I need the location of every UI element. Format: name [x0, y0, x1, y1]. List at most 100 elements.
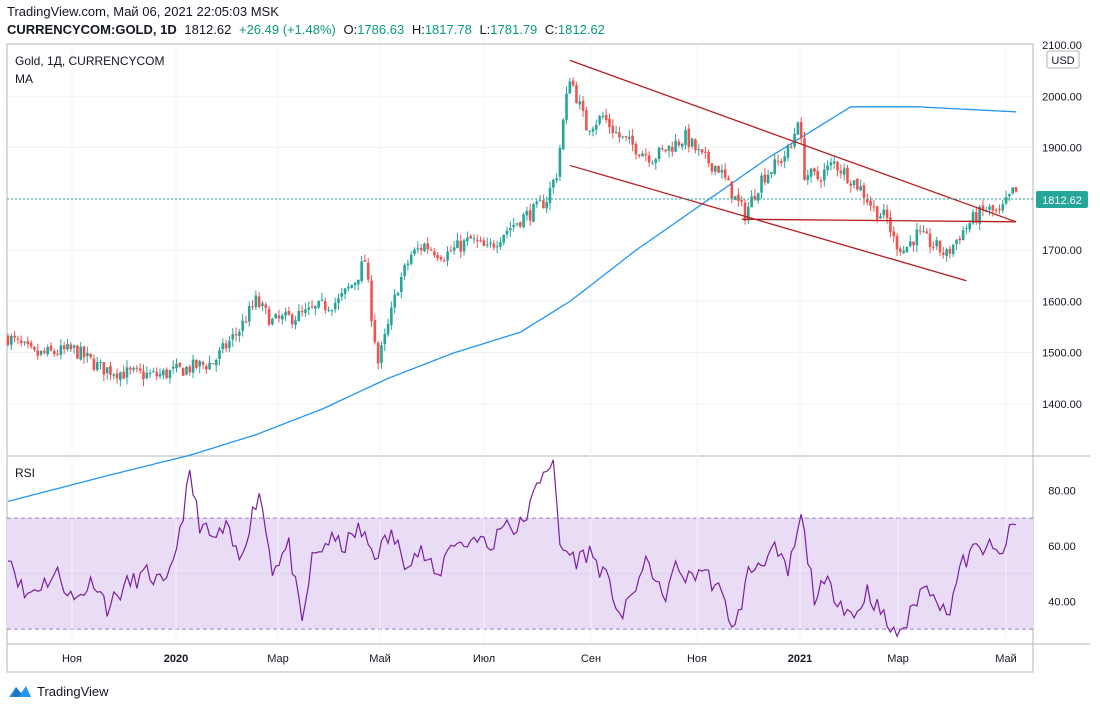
candle-body — [6, 335, 10, 345]
candle-body — [803, 138, 806, 180]
candle-body — [155, 372, 159, 377]
candle-body — [872, 206, 876, 208]
candle-body — [403, 264, 406, 277]
candle-body — [52, 351, 56, 354]
candle-body — [257, 296, 261, 307]
trend-line[interactable] — [741, 218, 1017, 223]
price-tick-label: 2000.00 — [1042, 91, 1082, 103]
candle-body — [865, 199, 869, 203]
candle-body — [697, 149, 701, 151]
candle-body — [700, 149, 704, 153]
candle-body — [158, 373, 162, 377]
candle-body — [1014, 187, 1018, 192]
candle-body — [456, 240, 459, 249]
candle-body — [376, 342, 380, 364]
candle-body — [347, 286, 350, 289]
candle-body — [135, 367, 139, 369]
candle-body — [426, 243, 430, 250]
candle-body — [512, 224, 515, 227]
candle-body — [628, 136, 631, 139]
candle-body — [694, 139, 697, 151]
trend-line[interactable] — [569, 59, 1017, 223]
candle-body — [753, 195, 757, 200]
candle-body — [680, 143, 684, 147]
candle-body — [327, 309, 330, 311]
candle-body — [92, 358, 96, 370]
candle-body — [922, 231, 925, 233]
candle-body — [191, 359, 195, 373]
candle-body — [13, 335, 16, 338]
candle-body — [575, 84, 578, 103]
open-key: O: — [343, 22, 358, 37]
candle-body — [1001, 204, 1005, 211]
candle-body — [945, 249, 948, 256]
candle-body — [918, 230, 922, 232]
candle-body — [459, 240, 463, 252]
candle-body — [941, 252, 945, 255]
candle-body — [165, 369, 168, 378]
rsi-tick-label: 80.00 — [1048, 485, 1076, 497]
candle-body — [284, 311, 287, 316]
candle-body — [323, 301, 327, 310]
candle-body — [839, 170, 843, 174]
footer-brand[interactable]: TradingView — [8, 683, 109, 699]
candle-body — [585, 110, 588, 131]
candle-body — [201, 362, 205, 365]
candle-body — [637, 154, 641, 156]
candle-body — [482, 240, 486, 246]
candle-body — [423, 243, 426, 252]
candle-body — [618, 132, 621, 138]
rsi-tick-label: 60.00 — [1048, 541, 1076, 553]
candle-body — [667, 145, 671, 151]
candle-body — [290, 314, 294, 325]
candle-body — [770, 172, 773, 175]
candle-body — [889, 217, 892, 233]
candle-body — [492, 243, 496, 248]
candle-body — [961, 230, 965, 241]
candle-body — [429, 249, 433, 251]
candle-body — [859, 186, 862, 191]
candle-body — [674, 140, 677, 152]
candle-body — [532, 204, 535, 222]
candle-body — [475, 239, 479, 242]
candle-body — [614, 132, 618, 134]
candle-body — [99, 362, 102, 364]
candle-body — [489, 242, 492, 244]
candle-body — [687, 128, 691, 148]
currency-badge[interactable] — [1046, 50, 1080, 69]
candle-body — [62, 345, 66, 350]
time-tick-label: 2021 — [788, 653, 812, 665]
candle-body — [485, 244, 489, 246]
candle-body — [869, 201, 872, 206]
candle-body — [452, 247, 456, 251]
candle-body — [122, 371, 125, 379]
candle-body — [710, 163, 714, 172]
candle-body — [185, 367, 188, 375]
candle-body — [647, 155, 651, 163]
candle-body — [631, 135, 634, 145]
candle-body — [965, 227, 968, 229]
candle-body — [125, 367, 129, 378]
candle-body — [809, 168, 813, 177]
candle-body — [370, 280, 373, 322]
price-tick-label: 2100.00 — [1042, 40, 1082, 52]
candle-body — [525, 211, 529, 216]
candle-body — [737, 194, 740, 201]
trend-line[interactable] — [569, 164, 967, 282]
candle-body — [561, 119, 565, 150]
candle-body — [912, 241, 915, 246]
ma-legend: MA — [15, 72, 33, 86]
candle-body — [399, 276, 403, 292]
candle-body — [86, 352, 89, 357]
candle-body — [314, 306, 317, 309]
candle-body — [148, 372, 152, 374]
time-tick-label: Мар — [267, 653, 289, 665]
low-value: 1781.79 — [490, 22, 538, 37]
candle-body — [661, 148, 664, 150]
candle-body — [552, 179, 555, 188]
candle-body — [882, 209, 886, 216]
candle-body — [743, 202, 747, 221]
candle-body — [565, 93, 568, 120]
candle-body — [518, 222, 522, 227]
